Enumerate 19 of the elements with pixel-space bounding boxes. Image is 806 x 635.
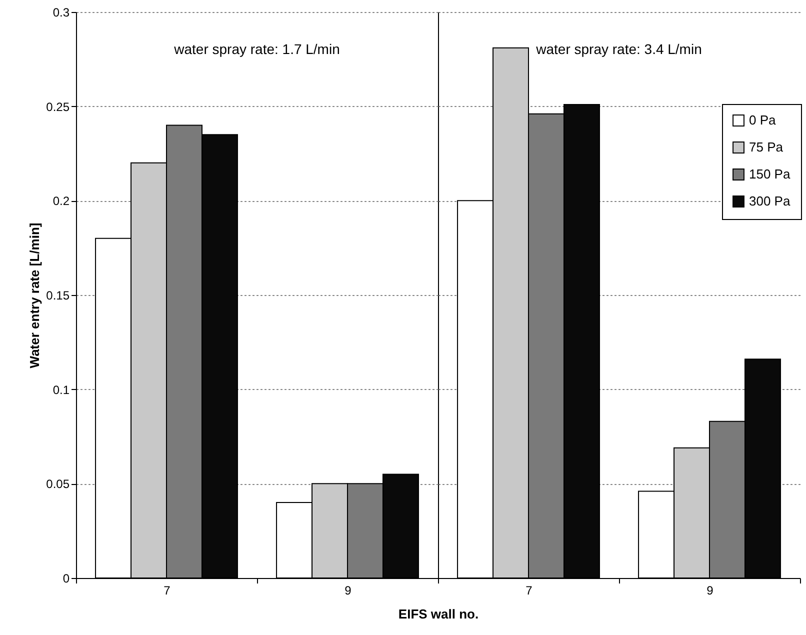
y-tick-label: 0.05 [46, 477, 70, 492]
y-tick-label: 0.25 [46, 100, 70, 114]
x-axis-title: EIFS wall no. [398, 606, 479, 622]
y-axis-title: Water entry rate [L/min] [27, 222, 42, 368]
x-tick-label: 9 [344, 584, 352, 598]
legend-label: 300 Pa [749, 194, 791, 208]
y-tick-label: 0.1 [52, 382, 70, 397]
x-tick-label: 7 [526, 584, 533, 598]
legend-label: 150 Pa [749, 166, 791, 182]
legend-label: 0 Pa [749, 112, 777, 128]
annotation: water spray rate: 3.4 L/min [535, 41, 702, 57]
x-tick-label: 9 [706, 584, 714, 598]
y-tick-label: 0 [62, 572, 70, 586]
annotation: water spray rate: 1.7 L/min [173, 41, 340, 57]
y-tick-label: 0.2 [52, 194, 70, 208]
y-tick-label: 0.15 [46, 288, 70, 302]
x-tick-label: 7 [164, 584, 171, 598]
y-tick-label: 0.3 [52, 6, 70, 20]
legend-label: 75 Pa [749, 140, 784, 154]
